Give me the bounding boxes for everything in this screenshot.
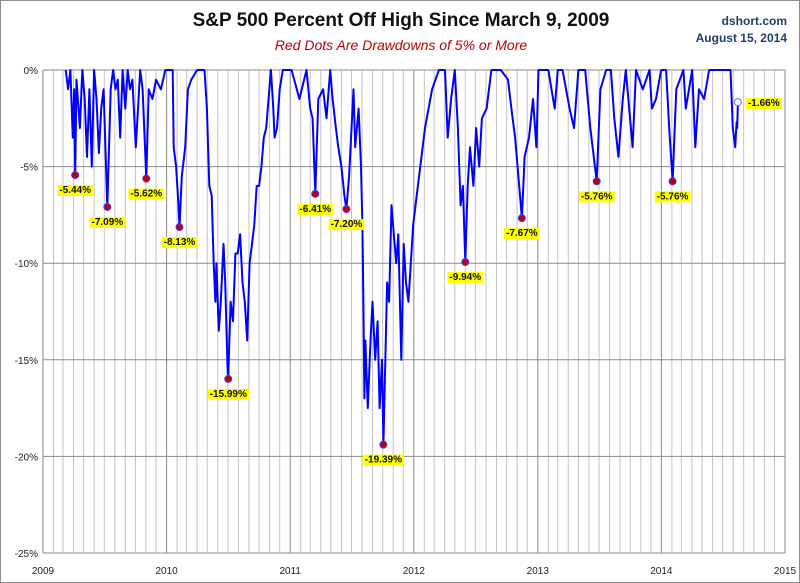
data-label-background <box>89 216 126 228</box>
data-label-background <box>447 272 484 284</box>
drawdown-marker <box>224 374 233 383</box>
chart-subtitle: Red Dots Are Drawdowns of 5% or More <box>274 37 528 53</box>
data-label-background <box>128 188 165 200</box>
data-label-background <box>207 388 249 400</box>
data-label: -9.94% <box>449 272 481 283</box>
x-tick-label: 2015 <box>774 566 797 577</box>
data-label-background <box>161 237 198 249</box>
data-label-background <box>297 203 334 215</box>
data-label-background <box>57 185 94 197</box>
series-line <box>64 69 739 446</box>
source-label: dshort.com <box>721 14 787 28</box>
data-label-background <box>654 191 691 203</box>
drawdown-marker <box>668 177 677 186</box>
drawdown-marker <box>517 214 526 223</box>
x-tick-label: 2010 <box>155 566 178 577</box>
x-tick-label: 2009 <box>32 566 55 577</box>
x-tick-label: 2013 <box>527 566 550 577</box>
chart-title: S&P 500 Percent Off High Since March 9, … <box>192 10 610 31</box>
y-tick-label: -10% <box>15 259 38 270</box>
data-label: -19.39% <box>365 455 402 466</box>
data-label: -5.76% <box>657 191 689 202</box>
drawdown-marker <box>175 223 184 232</box>
drawdown-marker <box>592 177 601 186</box>
data-label: -6.41% <box>299 204 331 215</box>
data-label: -5.62% <box>130 189 162 200</box>
drawdown-marker <box>103 202 112 211</box>
data-label: -7.67% <box>506 228 538 239</box>
data-label: -5.76% <box>581 191 613 202</box>
x-tick-label: 2014 <box>650 566 673 577</box>
data-label: -1.66% <box>748 98 780 109</box>
x-tick-label: 2012 <box>403 566 426 577</box>
drawdown-marker <box>379 440 388 449</box>
drawdown-marker <box>461 258 470 267</box>
y-tick-label: 0% <box>24 66 39 77</box>
data-label: -7.20% <box>331 219 363 230</box>
y-tick-label: -20% <box>15 452 38 463</box>
drawdown-marker <box>71 171 80 180</box>
drawdown-marker <box>142 174 151 183</box>
data-label: -8.13% <box>164 237 196 248</box>
y-tick-label: -5% <box>20 163 38 174</box>
drawdown-marker <box>311 189 320 198</box>
y-tick-label: -15% <box>15 356 38 367</box>
data-label-background <box>328 219 365 231</box>
data-label: -5.44% <box>59 185 91 196</box>
data-label-background <box>745 98 782 110</box>
data-label: -15.99% <box>210 389 247 400</box>
y-tick-label: -25% <box>15 549 38 560</box>
data-label-background <box>578 191 615 203</box>
source-block: dshort.com August 15, 2014 <box>696 13 787 47</box>
x-tick-label: 2011 <box>279 566 301 577</box>
data-label: -7.09% <box>92 217 124 228</box>
drawdown-marker <box>342 205 351 214</box>
data-label-background <box>362 454 405 466</box>
date-label: August 15, 2014 <box>695 31 787 45</box>
data-label-background <box>504 228 540 240</box>
current-value-marker <box>733 98 742 107</box>
